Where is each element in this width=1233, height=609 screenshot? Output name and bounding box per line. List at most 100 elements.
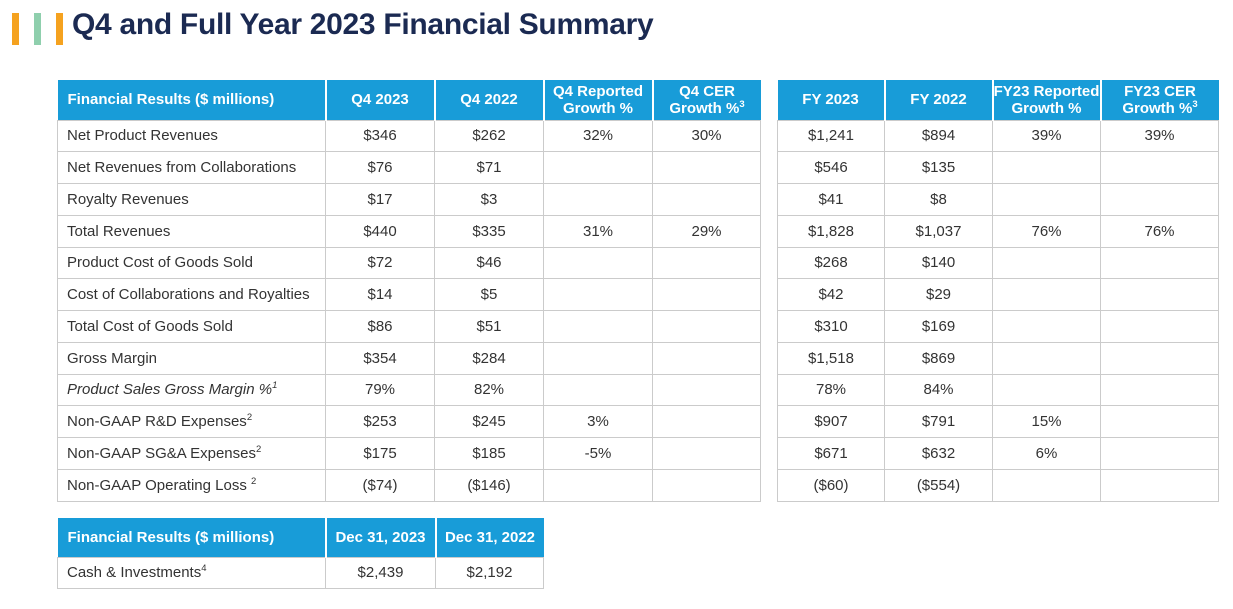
value-cell: $169 <box>884 310 993 343</box>
value-cell: $907 <box>777 405 885 438</box>
value-cell: $51 <box>434 310 544 343</box>
value-cell: $253 <box>325 405 435 438</box>
value-cell: ($60) <box>777 468 885 502</box>
value-cell <box>543 246 653 280</box>
value-cell <box>1100 151 1219 184</box>
table-row: $42 $29 <box>777 278 1219 311</box>
value-cell: 6% <box>992 437 1101 470</box>
table-row: $1,828 $1,037 76% 76% <box>777 214 1219 248</box>
value-cell <box>992 468 1101 502</box>
column-header-fy-2023: FY 2023 <box>777 80 885 120</box>
header-row: FY 2023 FY 2022 FY23 Reported Growth % F… <box>777 80 1219 120</box>
column-header-fy-2022: FY 2022 <box>883 80 993 120</box>
value-cell <box>992 310 1101 343</box>
value-cell: 39% <box>1100 119 1219 153</box>
column-header-q4-reported-growth: Q4 Reported Growth % <box>542 80 653 120</box>
value-cell: $671 <box>777 437 885 470</box>
value-cell <box>652 246 761 280</box>
value-cell: $1,241 <box>777 119 885 153</box>
table-row: $268 $140 <box>777 246 1219 280</box>
value-cell <box>1100 341 1219 375</box>
value-cell <box>992 183 1101 216</box>
value-cell <box>992 151 1101 184</box>
row-label: Net Product Revenues <box>57 119 326 153</box>
value-cell: ($74) <box>325 468 435 502</box>
value-cell: 32% <box>543 119 653 153</box>
value-cell: $135 <box>884 151 993 184</box>
value-cell: $791 <box>884 405 993 438</box>
table-row: Non-GAAP R&D Expenses2 $253 $245 3% <box>57 405 761 438</box>
table-row: $546 $135 <box>777 151 1219 184</box>
value-cell: 79% <box>325 373 435 407</box>
value-cell <box>652 310 761 343</box>
footnote-ref: 4 <box>201 563 207 574</box>
table-row: Non-GAAP Operating Loss 2 ($74) ($146) <box>57 468 761 502</box>
value-cell <box>992 278 1101 311</box>
table-row: $41 $8 <box>777 183 1219 216</box>
accent-bar-orange-icon <box>12 13 19 45</box>
row-label: Cash & Investments4 <box>57 556 326 589</box>
column-header-q4-2023: Q4 2023 <box>324 80 435 120</box>
value-cell: $3 <box>434 183 544 216</box>
table-row: Product Sales Gross Margin %1 79% 82% <box>57 373 761 407</box>
value-cell: 76% <box>1100 214 1219 248</box>
header-row: Financial Results ($ millions) Q4 2023 Q… <box>57 80 761 120</box>
table-row: $1,241 $894 39% 39% <box>777 119 1219 153</box>
row-label: Product Cost of Goods Sold <box>57 246 326 280</box>
value-cell: $1,828 <box>777 214 885 248</box>
value-cell: 29% <box>652 214 761 248</box>
table-row: Product Cost of Goods Sold $72 $46 <box>57 246 761 280</box>
value-cell: 3% <box>543 405 653 438</box>
page-title: Q4 and Full Year 2023 Financial Summary <box>72 8 654 41</box>
value-cell: 31% <box>543 214 653 248</box>
value-cell: $140 <box>884 246 993 280</box>
table-row: Royalty Revenues $17 $3 <box>57 183 761 216</box>
table-row: $1,518 $869 <box>777 341 1219 375</box>
table-row: $671 $632 6% <box>777 437 1219 470</box>
value-cell: $632 <box>884 437 993 470</box>
row-label: Product Sales Gross Margin %1 <box>57 373 326 407</box>
row-label: Non-GAAP R&D Expenses2 <box>57 405 326 438</box>
footnote-ref: 3 <box>739 98 745 110</box>
value-cell <box>543 341 653 375</box>
accent-bar-green-icon <box>34 13 41 45</box>
value-cell: $268 <box>777 246 885 280</box>
value-cell: $17 <box>325 183 435 216</box>
value-cell: $86 <box>325 310 435 343</box>
accent-bar-orange-icon <box>56 13 63 45</box>
header-row: Financial Results ($ millions) Dec 31, 2… <box>57 518 544 557</box>
table-row: ($60) ($554) <box>777 468 1219 502</box>
value-cell <box>992 341 1101 375</box>
footnote-ref: 3 <box>1192 98 1198 110</box>
footnote-ref: 1 <box>272 380 278 392</box>
table-row: $907 $791 15% <box>777 405 1219 438</box>
value-cell: $245 <box>434 405 544 438</box>
fy-table-header: FY 2023 FY 2022 FY23 Reported Growth % F… <box>777 80 1219 120</box>
value-cell <box>1100 405 1219 438</box>
table-row: Gross Margin $354 $284 <box>57 341 761 375</box>
row-label: Total Cost of Goods Sold <box>57 310 326 343</box>
value-cell: $8 <box>884 183 993 216</box>
row-label: Gross Margin <box>57 341 326 375</box>
value-cell: 82% <box>434 373 544 407</box>
column-header-q4-cer-growth: Q4 CER Growth %3 <box>651 80 761 120</box>
cash-table-header: Financial Results ($ millions) Dec 31, 2… <box>57 518 544 557</box>
value-cell: $2,439 <box>325 556 436 589</box>
value-cell <box>992 373 1101 407</box>
column-header-dec-31-2022: Dec 31, 2022 <box>434 518 544 557</box>
value-cell: $14 <box>325 278 435 311</box>
column-header-financial-results: Financial Results ($ millions) <box>57 80 326 120</box>
value-cell <box>652 278 761 311</box>
value-cell: 15% <box>992 405 1101 438</box>
value-cell <box>652 151 761 184</box>
table-row: Cash & Investments4 $2,439 $2,192 <box>57 556 544 589</box>
value-cell <box>1100 373 1219 407</box>
value-cell: ($146) <box>434 468 544 502</box>
value-cell: $2,192 <box>435 556 544 589</box>
cash-table-body: Cash & Investments4 $2,439 $2,192 <box>57 556 544 589</box>
q4-table-body: Net Product Revenues $346 $262 32% 30% Net Re… <box>57 119 761 502</box>
value-cell: $46 <box>434 246 544 280</box>
table-row: Total Revenues $440 $335 31% 29% <box>57 214 761 248</box>
value-cell <box>543 151 653 184</box>
